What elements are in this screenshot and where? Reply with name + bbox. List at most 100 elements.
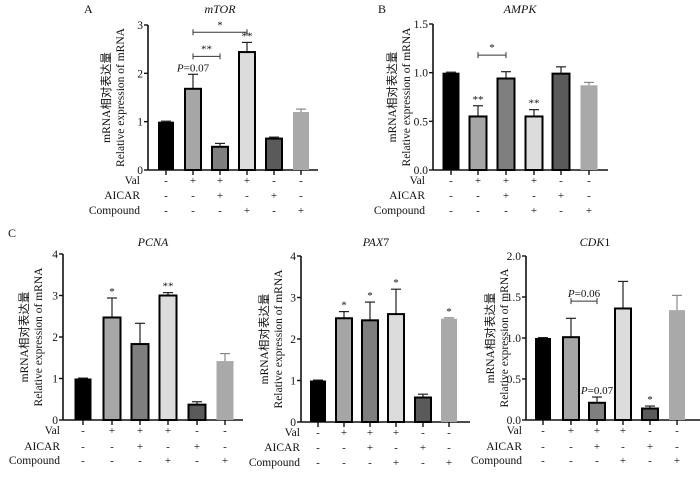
condition-sign: + [503, 190, 509, 202]
bar [74, 378, 92, 420]
panel-letter: C [8, 226, 16, 240]
condition-sign: + [137, 425, 143, 437]
condition-sign: - [218, 205, 222, 217]
bar [562, 336, 580, 421]
condition-sign: + [594, 441, 600, 453]
condition-sign: - [559, 175, 563, 187]
condition-sign: + [271, 190, 277, 202]
condition-sign: + [594, 425, 600, 437]
condition-sign: - [138, 455, 142, 467]
bar [184, 87, 202, 171]
y-tick-label: 3 [290, 293, 296, 305]
condition-sign: - [223, 441, 227, 453]
condition-sign: + [503, 175, 509, 187]
y-axis-label-en: Relative expression of mRNA [401, 27, 413, 167]
condition-sign: - [166, 441, 170, 453]
p-symbol: P [176, 62, 184, 74]
y-tick-label: 2 [52, 332, 58, 344]
significance-mark: ** [242, 30, 253, 42]
p-value: =0.07 [588, 385, 614, 397]
y-tick-label: 0.0 [414, 165, 429, 177]
y-axis-label-cn: mRNA相对表达量 [257, 294, 271, 385]
condition-sign: + [446, 457, 452, 469]
condition-sign: + [647, 441, 653, 453]
p-value: =0.06 [575, 288, 601, 300]
y-axis-label: mRNA相对表达量 Relative expression of mRNA [17, 267, 45, 407]
condition-sign: + [194, 441, 200, 453]
condition-sign: - [569, 441, 573, 453]
condition-sign: + [393, 427, 399, 439]
chart-title-number: 7 [383, 235, 389, 249]
bar [580, 85, 598, 170]
significance-bracket-label: P=0.06 [567, 288, 601, 300]
condition-sign: - [272, 175, 276, 187]
condition-label-val: Val [285, 427, 300, 439]
bar [238, 51, 256, 171]
condition-sign: + [222, 455, 228, 467]
condition-sign: + [531, 205, 537, 217]
condition-sign: - [421, 427, 425, 439]
chart-title: mTOR [204, 2, 236, 16]
condition-sign: - [164, 205, 168, 217]
bar [216, 361, 234, 420]
condition-sign: - [476, 205, 480, 217]
y-axis-label-cn: mRNA相对表达量 [99, 52, 113, 143]
condition-sign: - [110, 441, 114, 453]
y-tick-label: 3 [52, 291, 58, 303]
condition-sign: + [109, 425, 115, 437]
condition-label-aicar: AICAR [486, 441, 522, 453]
condition-sign: - [449, 205, 453, 217]
condition-sign: - [447, 442, 451, 454]
y-axis-label: mRNA相对表达量 Relative expression of mRNA [99, 27, 127, 167]
condition-sign: + [558, 190, 564, 202]
y-tick-label: 0.5 [414, 116, 429, 128]
significance-mark: * [393, 277, 399, 289]
y-tick-label: 2 [137, 68, 143, 80]
y-tick-label: 0 [52, 415, 58, 427]
y-tick-label: 1.0 [507, 333, 522, 345]
y-axis-label-cn: mRNA相对表达量 [17, 292, 31, 383]
condition-sign: - [504, 205, 508, 217]
condition-label-val: Val [410, 175, 425, 187]
condition-sign: + [165, 455, 171, 467]
condition-sign: + [244, 205, 250, 217]
condition-sign: + [475, 175, 481, 187]
condition-sign: + [298, 205, 304, 217]
bar [211, 145, 229, 172]
condition-sign: - [675, 441, 679, 453]
chart-title: PCNA [137, 235, 169, 249]
panel-cdk1: CDK1 mRNA相对表达量 Relative expression of mRNA… [471, 235, 700, 467]
condition-sign: - [587, 175, 591, 187]
bar [265, 137, 283, 171]
bar [535, 338, 551, 420]
condition-sign: - [569, 455, 573, 467]
condition-sign: - [421, 457, 425, 469]
significance-mark: * [647, 394, 653, 406]
y-tick-label: 4 [290, 251, 296, 263]
bar [102, 316, 122, 421]
condition-sign: - [587, 190, 591, 202]
y-axis-label-en: Relative expression of mRNA [115, 27, 127, 167]
y-tick-label: 1 [137, 117, 143, 129]
condition-sign: + [674, 455, 680, 467]
condition-label-compound: Compound [249, 457, 300, 469]
y-tick-label: 1 [52, 374, 58, 386]
bar [641, 407, 659, 421]
panel-letter: A [84, 2, 93, 16]
y-tick-label: 1.5 [414, 19, 429, 31]
chart-title: AMPK [503, 2, 538, 16]
condition-sign: + [137, 441, 143, 453]
bar [158, 121, 174, 170]
y-axis-label: mRNA相对表达量 Relative expression of mRNA [257, 269, 285, 409]
y-axis-label-en: Relative expression of mRNA [273, 269, 285, 409]
y-tick-label: 0 [137, 165, 143, 177]
condition-sign: + [393, 457, 399, 469]
condition-sign: - [532, 190, 536, 202]
condition-label-val: Val [45, 425, 60, 437]
condition-sign: + [620, 455, 626, 467]
bar [361, 319, 379, 424]
condition-label-compound: Compound [9, 455, 60, 467]
bar [614, 307, 632, 422]
p-value-annotation: P=0.07 [176, 62, 210, 74]
